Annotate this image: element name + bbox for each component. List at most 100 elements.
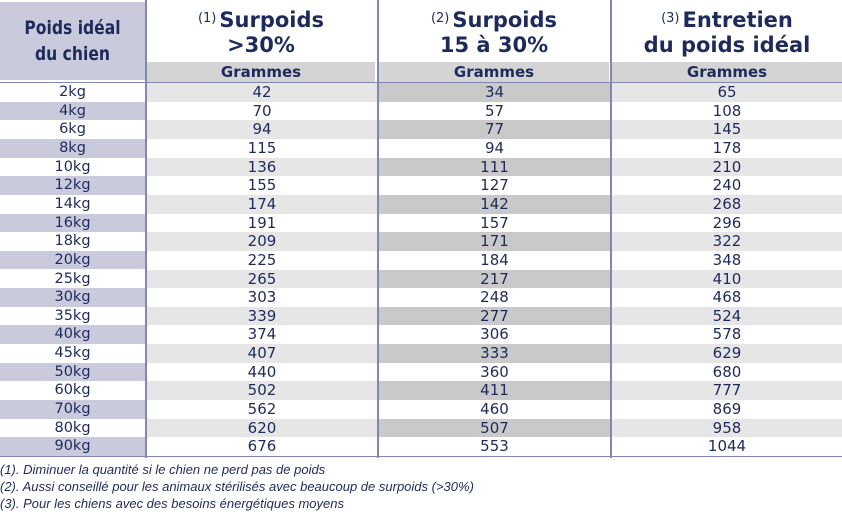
grams-cell-2: 277 (379, 306, 610, 326)
table-row: 20kg 225 184 348 (0, 250, 842, 270)
grams-cell-3: 468 (612, 288, 842, 307)
grams-cell-1: 374 (147, 325, 377, 345)
grams-cell-2: 411 (379, 381, 610, 401)
grams-cell-3: 578 (612, 325, 842, 345)
table-header-rule (0, 82, 842, 83)
grams-cell-3: 178 (612, 138, 842, 158)
grams-cell-2: 248 (379, 288, 610, 307)
grams-cell-2: 184 (379, 250, 610, 270)
grams-cell-2: 217 (379, 269, 610, 289)
table-row: 60kg 502 411 777 (0, 381, 842, 401)
grams-cell-1: 407 (147, 344, 377, 363)
column-3-title-line2: du poids idéal (643, 33, 811, 57)
grams-cell-3: 958 (612, 418, 842, 438)
column-divider (377, 0, 379, 458)
grams-cell-2: 460 (379, 400, 610, 419)
weight-cell: 10kg (0, 157, 145, 177)
grams-cell-1: 225 (147, 250, 377, 270)
grams-cell-2: 553 (379, 437, 610, 456)
grams-cell-3: 296 (612, 213, 842, 233)
grams-cell-2: 157 (379, 213, 610, 233)
table-row: 40kg 374 306 578 (0, 325, 842, 345)
column-1-title-line2: >30% (227, 33, 295, 57)
grams-cell-2: 127 (379, 176, 610, 195)
table-row: 4kg 70 57 108 (0, 101, 842, 121)
weight-cell: 14kg (0, 194, 145, 214)
table-row: 6kg 94 77 145 (0, 120, 842, 139)
grams-cell-3: 268 (612, 194, 842, 214)
column-header-maintenance: (3) Entretien du poids idéal (612, 0, 842, 62)
column-2-title-line2: 15 à 30% (439, 33, 549, 57)
grams-cell-3: 680 (612, 362, 842, 382)
weight-column-header: Poids idéal du chien (0, 2, 145, 80)
grams-cell-3: 348 (612, 250, 842, 270)
column-1-title-line1: Surpoids (219, 8, 325, 32)
grams-cell-2: 34 (379, 83, 610, 102)
weight-cell: 50kg (0, 362, 145, 382)
column-3-title-line1: Entretien (682, 8, 793, 32)
column-header-overweight-15-30: (2) Surpoids 15 à 30% (379, 0, 609, 62)
grams-cell-1: 42 (147, 83, 377, 102)
grams-cell-3: 322 (612, 232, 842, 251)
table-row: 8kg 115 94 178 (0, 138, 842, 158)
column-1-number: (1) (197, 11, 217, 26)
table-row: 35kg 339 277 524 (0, 306, 842, 326)
footnote-2: (2). Aussi conseillé pour les animaux st… (0, 479, 474, 494)
grams-cell-1: 265 (147, 269, 377, 289)
weight-cell: 16kg (0, 213, 145, 233)
table-row: 16kg 191 157 296 (0, 213, 842, 233)
weight-cell: 4kg (0, 101, 145, 121)
grams-cell-1: 209 (147, 232, 377, 251)
weight-cell: 30kg (0, 288, 145, 307)
grams-cell-2: 111 (379, 157, 610, 177)
table-row: 70kg 562 460 869 (0, 400, 842, 419)
grams-cell-2: 306 (379, 325, 610, 345)
weight-cell: 18kg (0, 232, 145, 251)
weight-cell: 60kg (0, 381, 145, 401)
grams-cell-3: 524 (612, 306, 842, 326)
grams-cell-1: 440 (147, 362, 377, 382)
grams-cell-1: 620 (147, 418, 377, 438)
weight-cell: 70kg (0, 400, 145, 419)
table-row: 2kg 42 34 65 (0, 83, 842, 102)
weight-cell: 25kg (0, 269, 145, 289)
table-row: 14kg 174 142 268 (0, 194, 842, 214)
grams-cell-1: 191 (147, 213, 377, 233)
table-row: 25kg 265 217 410 (0, 269, 842, 289)
grams-cell-1: 562 (147, 400, 377, 419)
weight-cell: 45kg (0, 344, 145, 363)
table-row: 50kg 440 360 680 (0, 362, 842, 382)
table-row: 12kg 155 127 240 (0, 176, 842, 195)
grams-cell-3: 210 (612, 157, 842, 177)
table-row: 90kg 676 553 1044 (0, 437, 842, 456)
column-header-overweight-30: (1) Surpoids >30% (147, 0, 375, 62)
grams-cell-1: 174 (147, 194, 377, 214)
weight-cell: 6kg (0, 120, 145, 139)
weight-column-header-label: Poids idéal du chien (24, 17, 121, 65)
table-row: 80kg 620 507 958 (0, 418, 842, 438)
grams-cell-1: 303 (147, 288, 377, 307)
column-2-unit: Grammes (379, 62, 609, 82)
grams-cell-1: 115 (147, 138, 377, 158)
footnote-1: (1). Diminuer la quantité si le chien ne… (0, 462, 326, 477)
column-1-unit: Grammes (147, 62, 375, 82)
grams-cell-1: 136 (147, 157, 377, 177)
footnote-3: (3). Pour les chiens avec des besoins én… (0, 496, 344, 511)
column-2-title-line1: Surpoids (452, 8, 558, 32)
table-row: 30kg 303 248 468 (0, 288, 842, 307)
grams-cell-3: 629 (612, 344, 842, 363)
table-row: 10kg 136 111 210 (0, 157, 842, 177)
grams-cell-2: 360 (379, 362, 610, 382)
weight-cell: 90kg (0, 437, 145, 456)
grams-cell-3: 145 (612, 120, 842, 139)
table-bottom-rule (0, 456, 842, 457)
grams-cell-2: 171 (379, 232, 610, 251)
grams-cell-2: 94 (379, 138, 610, 158)
grams-cell-3: 65 (612, 83, 842, 102)
grams-cell-2: 57 (379, 101, 610, 121)
column-3-number: (3) (661, 11, 680, 26)
footnotes: (1). Diminuer la quantité si le chien ne… (0, 461, 842, 512)
column-divider (610, 0, 612, 458)
table-row: 45kg 407 333 629 (0, 344, 842, 363)
column-divider (145, 0, 147, 458)
